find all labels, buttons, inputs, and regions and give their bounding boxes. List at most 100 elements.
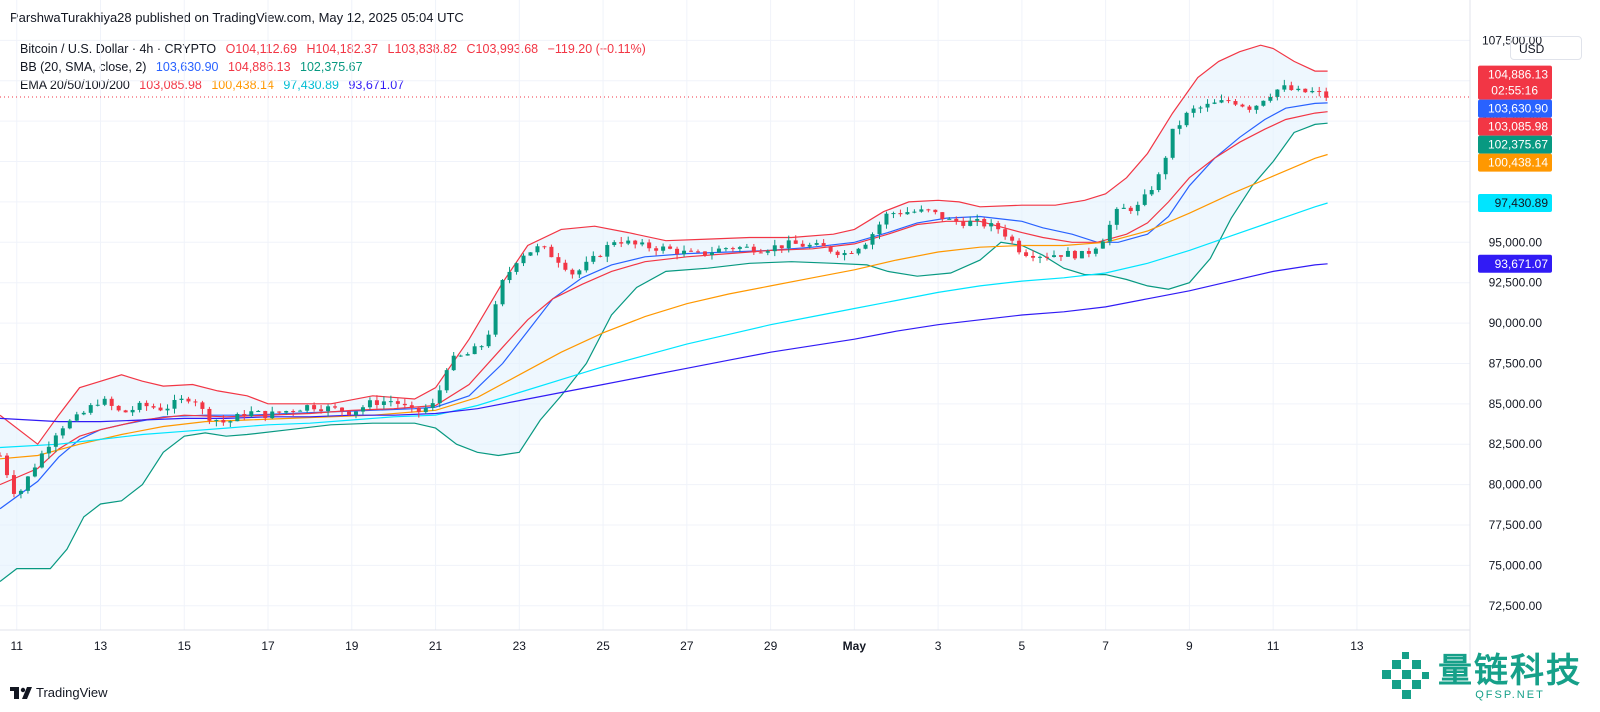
candle-body [25, 476, 30, 491]
time-tick-label: 11 [11, 639, 24, 653]
candle-body [1170, 128, 1175, 158]
watermark: 量链科技 QFSP.NET [1378, 650, 1582, 704]
candle-body [500, 280, 505, 305]
candle-body [374, 400, 379, 405]
candle-body [326, 406, 331, 412]
candle-body [947, 218, 952, 220]
time-tick-label: 15 [178, 639, 192, 653]
candle-body [172, 399, 177, 409]
bb-upper-value: 104,886.13 [227, 60, 291, 74]
price-tick-label: 80,000.00 [1489, 478, 1543, 492]
candle-body [933, 209, 938, 213]
candle-body [179, 398, 184, 400]
candle-body [716, 248, 721, 253]
candle-body [1198, 107, 1203, 109]
candle-body [200, 402, 205, 409]
candle-body [333, 406, 338, 408]
price-tick-label: 95,000.00 [1489, 235, 1543, 249]
candle-body [430, 403, 435, 408]
price-tag-bg [1478, 65, 1552, 100]
price-tag-label: 103,630.90 [1488, 102, 1548, 116]
tradingview-logo[interactable]: TradingView [10, 685, 108, 700]
candle-body [95, 404, 100, 406]
candle-body [940, 212, 945, 220]
candle-body [437, 390, 442, 404]
candle-body [814, 243, 819, 245]
time-tick-label: 3 [935, 639, 942, 653]
price-tag-bg [1478, 117, 1552, 136]
candle-body [1303, 88, 1308, 93]
symbol-label[interactable]: Bitcoin / U.S. Dollar · 4h · CRYPTO [20, 42, 217, 56]
candle-body [221, 419, 226, 423]
price-tick-label: 87,500.00 [1489, 356, 1543, 370]
ohlc-low: L103,838.82 [387, 42, 458, 56]
candle-body [1107, 224, 1112, 242]
candle-body [312, 405, 317, 410]
candle-body [1017, 240, 1022, 253]
candle-body [1010, 236, 1015, 241]
currency-button[interactable]: USD [1510, 36, 1582, 60]
candle-body [849, 252, 854, 254]
candle-body [1233, 101, 1238, 105]
time-tick-label: 13 [1350, 639, 1364, 653]
candle-body [744, 246, 749, 248]
candle-body [60, 428, 65, 436]
candle-body [877, 224, 882, 235]
candle-body [423, 407, 428, 413]
candle-body [842, 252, 847, 256]
candle-body [996, 223, 1001, 230]
watermark-cn: 量链科技 [1438, 652, 1582, 690]
candle-body [137, 402, 142, 410]
candle-body [675, 248, 680, 255]
candle-body [395, 401, 400, 404]
candle-body [479, 346, 484, 348]
price-tag-bg [1478, 254, 1552, 273]
bb-lower-value: 102,375.67 [300, 60, 363, 74]
line-ema-100 [0, 202, 1328, 449]
candle-body [751, 246, 756, 253]
candle-body [1226, 100, 1231, 102]
candle-body [584, 261, 589, 271]
price-tick-label: 97,500.00 [1489, 195, 1543, 209]
bb-label[interactable]: BB (20, SMA, close, 2) [20, 60, 147, 74]
candle-body [130, 409, 135, 413]
candle-body [549, 246, 554, 258]
ema100-value: 97,430.89 [283, 78, 339, 92]
legend-bb-row: BB (20, SMA, close, 2) 103,630.90 104,88… [20, 58, 652, 76]
candle-body [74, 414, 79, 421]
candle-body [298, 410, 303, 412]
candle-body [730, 248, 735, 250]
candle-body [1268, 96, 1273, 101]
candle-body [535, 246, 540, 253]
time-tick-label: 5 [1019, 639, 1026, 653]
candle-body [277, 411, 282, 413]
candle-body [340, 407, 345, 412]
candle-body [88, 405, 93, 413]
time-tick-label: 7 [1102, 639, 1109, 653]
time-tick-label: 11 [1267, 639, 1280, 653]
candle-body [228, 421, 233, 423]
time-tick-label: 19 [345, 639, 359, 653]
candle-body [39, 453, 44, 468]
tradingview-label: TradingView [36, 685, 108, 700]
candle-body [1149, 190, 1154, 195]
candle-body [1240, 104, 1245, 107]
candle-body [291, 411, 296, 413]
candle-body [863, 244, 868, 249]
price-tick-label: 102,500.00 [1482, 114, 1542, 128]
candle-body [975, 219, 980, 221]
candle-body [388, 401, 393, 403]
candle-body [1121, 207, 1126, 209]
candle-body [521, 255, 526, 264]
candle-body [905, 212, 910, 215]
candle-body [151, 406, 156, 408]
time-tick-label: 9 [1186, 639, 1193, 653]
candle-body [263, 410, 268, 419]
price-tag-label: 102,375.67 [1488, 138, 1548, 152]
candle-body [793, 240, 798, 244]
price-tag-label: 97,430.89 [1495, 196, 1549, 210]
ema-label[interactable]: EMA 20/50/100/200 [20, 78, 130, 92]
candle-body [626, 240, 631, 244]
candle-body [891, 213, 896, 215]
